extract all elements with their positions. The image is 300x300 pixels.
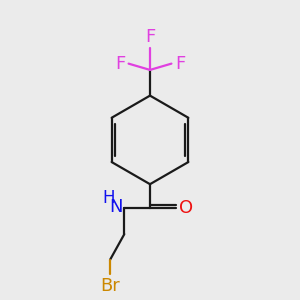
Text: F: F <box>145 28 155 46</box>
Text: O: O <box>179 200 193 217</box>
Text: H: H <box>102 190 115 208</box>
Text: Br: Br <box>100 277 120 295</box>
Text: N: N <box>110 198 123 216</box>
Text: F: F <box>175 55 185 73</box>
Text: F: F <box>115 55 125 73</box>
